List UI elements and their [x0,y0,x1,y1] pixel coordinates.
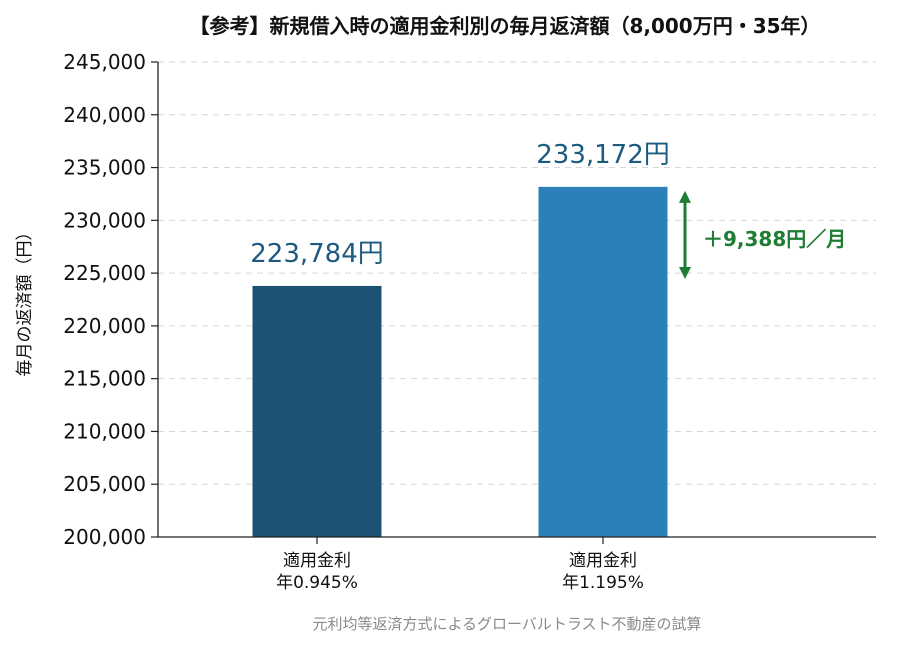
bar [538,186,668,537]
x-tick-label: 年0.945% [276,573,358,593]
y-tick-label: 205,000 [63,472,146,496]
x-tick-label: 適用金利 [569,551,637,571]
y-tick-label: 240,000 [63,103,146,127]
difference-annotation: ＋9,388円／月 [679,190,846,279]
bar [252,285,382,537]
y-tick-label: 230,000 [63,208,146,232]
y-tick-label: 245,000 [63,50,146,74]
grid-lines [158,61,876,485]
bars: 223,784円 233,172円 [250,140,670,537]
y-axis-label: 毎月の返済額（円） [15,224,35,377]
arrow-head-down [679,266,691,279]
footnote: 元利均等返済方式によるグローバルトラスト不動産の試算 [312,615,701,633]
y-tick-label: 235,000 [63,156,146,180]
y-axis: 200,000 205,000 210,000 215,000 220,000 225,0… [63,50,159,549]
y-tick-label: 210,000 [63,419,146,443]
y-tick-label: 220,000 [63,314,146,338]
arrow-head-up [679,190,691,203]
chart-title: 【参考】新規借入時の適用金利別の毎月返済額（8,000万円・35年） [189,14,820,38]
difference-label: ＋9,388円／月 [703,227,846,251]
x-tick-label: 年1.195% [562,573,644,593]
bar-value-label: 233,172円 [536,140,670,170]
bar-value-label: 223,784円 [250,239,384,269]
y-tick-label: 225,000 [63,261,146,285]
y-tick-label: 215,000 [63,367,146,391]
y-tick-label: 200,000 [63,525,146,549]
x-tick-label: 適用金利 [283,551,351,571]
